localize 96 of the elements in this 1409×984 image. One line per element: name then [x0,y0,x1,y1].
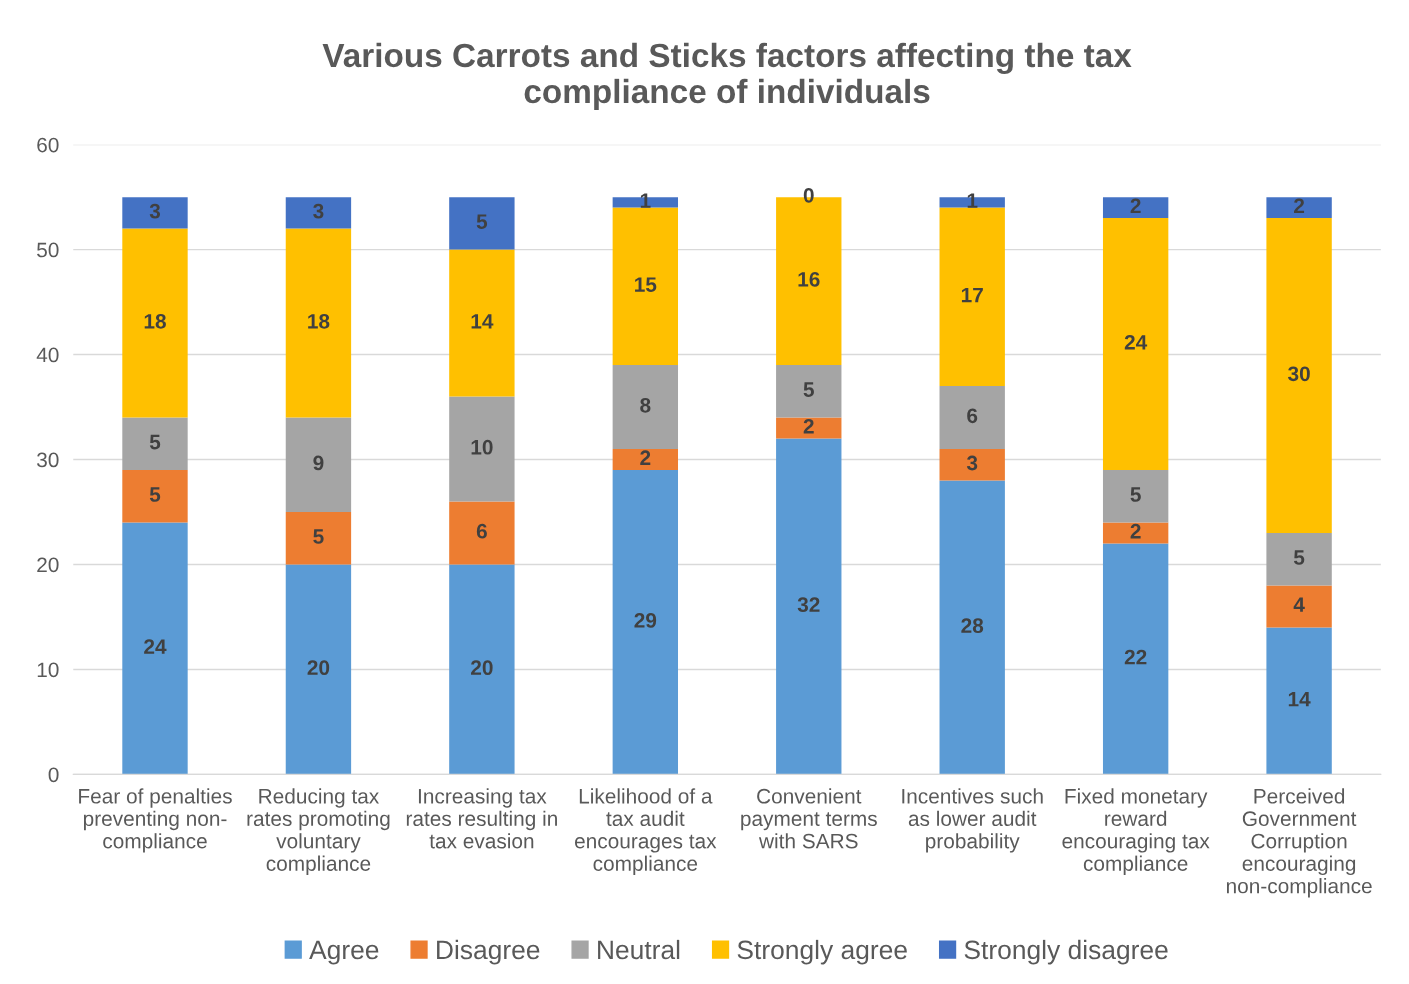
data-label: 28 [961,618,984,634]
y-tick-label: 10 [37,662,59,678]
bar [1102,470,1169,523]
data-label: 30 [1287,366,1310,382]
bar [939,480,1005,775]
bar [285,564,352,775]
bar [122,470,188,523]
data-label: 2 [640,450,651,465]
data-label: 2 [1294,198,1305,214]
bar [1102,543,1169,775]
y-tick-label: 20 [37,557,59,573]
data-label: 5 [803,382,814,397]
bar [1266,197,1332,219]
x-tick-label: Fixed monetary reward encouraging tax compliance [1062,788,1210,876]
bar [449,249,515,397]
data-label: 20 [307,660,330,676]
bar [1102,218,1169,471]
bar [612,470,679,775]
chart-title: Various Carrots and Sticks factors affecting the tax compliance of individuals [322,42,1132,110]
data-label: 16 [798,271,820,287]
bar [612,365,679,450]
bar [449,396,515,502]
bar [449,564,515,775]
y-tick-label: 30 [37,452,59,468]
data-label: 14 [1288,691,1311,707]
bar [122,197,188,229]
x-tick-label: Reducing tax rates promoting voluntary compliance [247,788,390,876]
data-label: 22 [1124,649,1147,665]
bar [612,449,679,471]
data-label: 2 [1130,523,1141,539]
bar [285,228,352,418]
x-tick-label: Convenient payment terms with SARS [741,788,877,849]
bar [939,386,1005,450]
legend-label: Strongly disagree [964,939,1168,965]
data-label: 20 [471,660,493,676]
data-label: 1 [967,193,978,208]
data-label: 24 [1124,334,1148,350]
legend-label: Disagree [437,939,540,965]
x-tick-label: Incentives such as lower audit probability [902,788,1043,853]
bar [285,417,352,513]
data-label: 2 [1130,198,1141,214]
data-label: 3 [966,455,978,471]
y-tick-label: 60 [37,137,59,153]
data-label: 32 [797,597,820,613]
data-label: 3 [149,203,161,219]
bar [776,438,842,775]
data-label: 5 [149,434,161,450]
data-label: 8 [640,397,651,413]
bar [285,512,352,565]
data-label: 9 [313,455,324,471]
x-tick-label: Likelihood of a tax audit encourages tax compliance [574,788,717,876]
y-tick-label: 50 [37,242,59,258]
bar [1266,533,1332,586]
data-label: 15 [635,277,657,292]
data-label: 24 [144,639,167,654]
data-label: 17 [961,287,983,303]
x-tick-label: Increasing tax rates resulting in tax evasion [406,788,557,849]
x-tick-label: Perceived Government Corruption encouraging non-compliance [1226,788,1372,898]
data-label: 10 [471,439,493,455]
bar [1266,585,1332,628]
bar [939,207,1005,387]
data-label: 18 [144,313,166,329]
bar [612,207,679,366]
legend-label: Agree [309,940,379,965]
data-label: 4 [1293,597,1305,612]
data-label: 5 [1130,487,1141,502]
legend-label: Strongly agree [737,939,907,965]
data-label: 14 [471,314,494,329]
bar [449,501,515,565]
x-tick-label: Fear of penalties preventing non- compliance [79,788,232,853]
data-label: 6 [967,408,978,424]
bar [122,417,188,471]
bar [122,228,188,418]
bar [776,365,842,418]
data-label: 18 [308,313,330,329]
bar [1102,522,1169,544]
bar [1102,197,1169,219]
data-label: 5 [149,487,161,502]
data-label: 5 [1293,550,1305,565]
bar [1266,218,1332,533]
y-tick-label: 0 [48,767,59,783]
y-tick-label: 40 [36,347,59,363]
bar [449,197,515,250]
bar [776,417,842,439]
data-label: 3 [313,203,324,219]
data-label: 29 [634,613,657,628]
data-label: 2 [803,418,814,434]
bar [939,449,1005,481]
data-label: 6 [476,523,487,539]
data-label: 5 [313,529,324,544]
bar [122,522,188,775]
legend-label: Neutral [598,939,680,960]
bar [285,197,352,229]
data-label: 5 [476,214,488,229]
data-label: 1 [640,193,651,208]
bar [1266,627,1332,775]
